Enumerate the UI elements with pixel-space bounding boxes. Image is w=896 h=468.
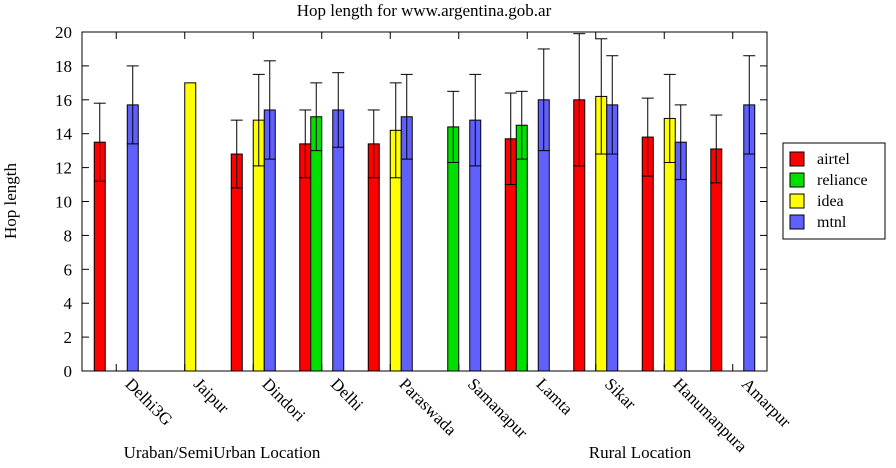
- error-bar-idea-paraswada: [389, 82, 402, 179]
- x-tick-label: Amarpur: [738, 374, 795, 431]
- x-tick-label: Delhi3G: [121, 374, 176, 429]
- error-bar-mtnl-dindori: [263, 60, 276, 160]
- error-bar-mtnl-hanumanpura: [674, 104, 687, 180]
- y-tick-label: 10: [55, 193, 72, 212]
- legend-swatch-airtel: [789, 151, 805, 167]
- error-bar-mtnl-delhi: [332, 72, 345, 148]
- y-axis-label: Hop length: [1, 162, 20, 239]
- bar-reliance-samanapur: [447, 126, 460, 372]
- error-bar-mtnl-samanapur: [469, 73, 482, 167]
- y-tick-label: 20: [55, 23, 72, 42]
- error-bar-airtel-dindori: [230, 119, 243, 189]
- y-tick-label: 12: [55, 159, 72, 178]
- y-tick-label: 6: [64, 260, 73, 279]
- annotation-urban-location: Uraban/SemiUrban Location: [124, 443, 321, 462]
- error-bar-mtnl-paraswada: [400, 73, 413, 160]
- x-tick-label: Sikar: [601, 374, 640, 413]
- legend-swatch-mtnl: [789, 214, 805, 230]
- x-tick-label: Lamta: [532, 374, 576, 418]
- y-tick-label: 16: [55, 91, 72, 110]
- error-bar-airtel-sikar: [573, 33, 586, 167]
- error-bar-idea-dindori: [252, 73, 265, 167]
- legend-swatch-idea: [789, 193, 805, 209]
- y-tick-label: 8: [64, 226, 73, 245]
- legend-label-mtnl: mtnl: [817, 214, 847, 231]
- error-bar-reliance-lamta: [515, 90, 528, 160]
- y-tick-label: 0: [64, 362, 73, 381]
- error-bar-airtel-hanumanpura: [641, 97, 654, 177]
- x-tick-label: Jaipur: [190, 374, 233, 417]
- y-tick-label: 4: [64, 294, 73, 313]
- error-bar-mtnl-delhi3g: [126, 65, 139, 145]
- chart-title: Hop length for www.argentina.gob.ar: [297, 1, 552, 20]
- plot-area: 0 2 4 6 8 10 12 14 16 18 20 Delhi3G Jaipur Dindori Del…: [55, 23, 795, 456]
- error-bar-idea-sikar: [595, 38, 608, 155]
- error-bar-reliance-delhi: [310, 82, 323, 152]
- error-bar-idea-hanumanpura: [663, 73, 676, 164]
- error-bar-airtel-lamta: [504, 92, 517, 186]
- bar-reliance-delhi: [310, 116, 323, 372]
- error-bar-airtel-delhi3g: [93, 102, 106, 182]
- error-bar-airtel-delhi: [299, 109, 312, 179]
- bar-idea-jaipur: [184, 82, 197, 372]
- error-bar-airtel-amarpur: [710, 114, 723, 184]
- x-tick-label: Paraswada: [395, 374, 460, 439]
- legend-label-idea: idea: [817, 193, 844, 210]
- legend-label-airtel: airtel: [817, 151, 850, 168]
- y-tick-label: 14: [55, 125, 73, 144]
- y-tick-label: 2: [64, 328, 73, 347]
- bars: [93, 33, 756, 372]
- y-tick-label: 18: [55, 57, 72, 76]
- bar-mtnl-delhi3g: [126, 104, 139, 372]
- error-bar-mtnl-sikar: [606, 55, 619, 155]
- bar-mtnl-delhi: [332, 109, 345, 372]
- annotation-rural-location: Rural Location: [589, 443, 692, 462]
- error-bar-airtel-paraswada: [367, 109, 380, 179]
- x-tick-label: Samanapur: [464, 374, 532, 442]
- error-bar-reliance-samanapur: [447, 90, 460, 164]
- x-tick-label: Dindori: [258, 374, 309, 425]
- error-bar-mtnl-amarpur: [743, 55, 756, 155]
- legend-label-reliance: reliance: [817, 172, 868, 189]
- legend: airtel reliance idea mtnl: [782, 142, 886, 240]
- error-bar-mtnl-lamta: [537, 48, 550, 152]
- legend-swatch-reliance: [789, 172, 805, 188]
- x-tick-label: Delhi: [327, 374, 367, 414]
- bar-reliance-lamta: [515, 124, 528, 372]
